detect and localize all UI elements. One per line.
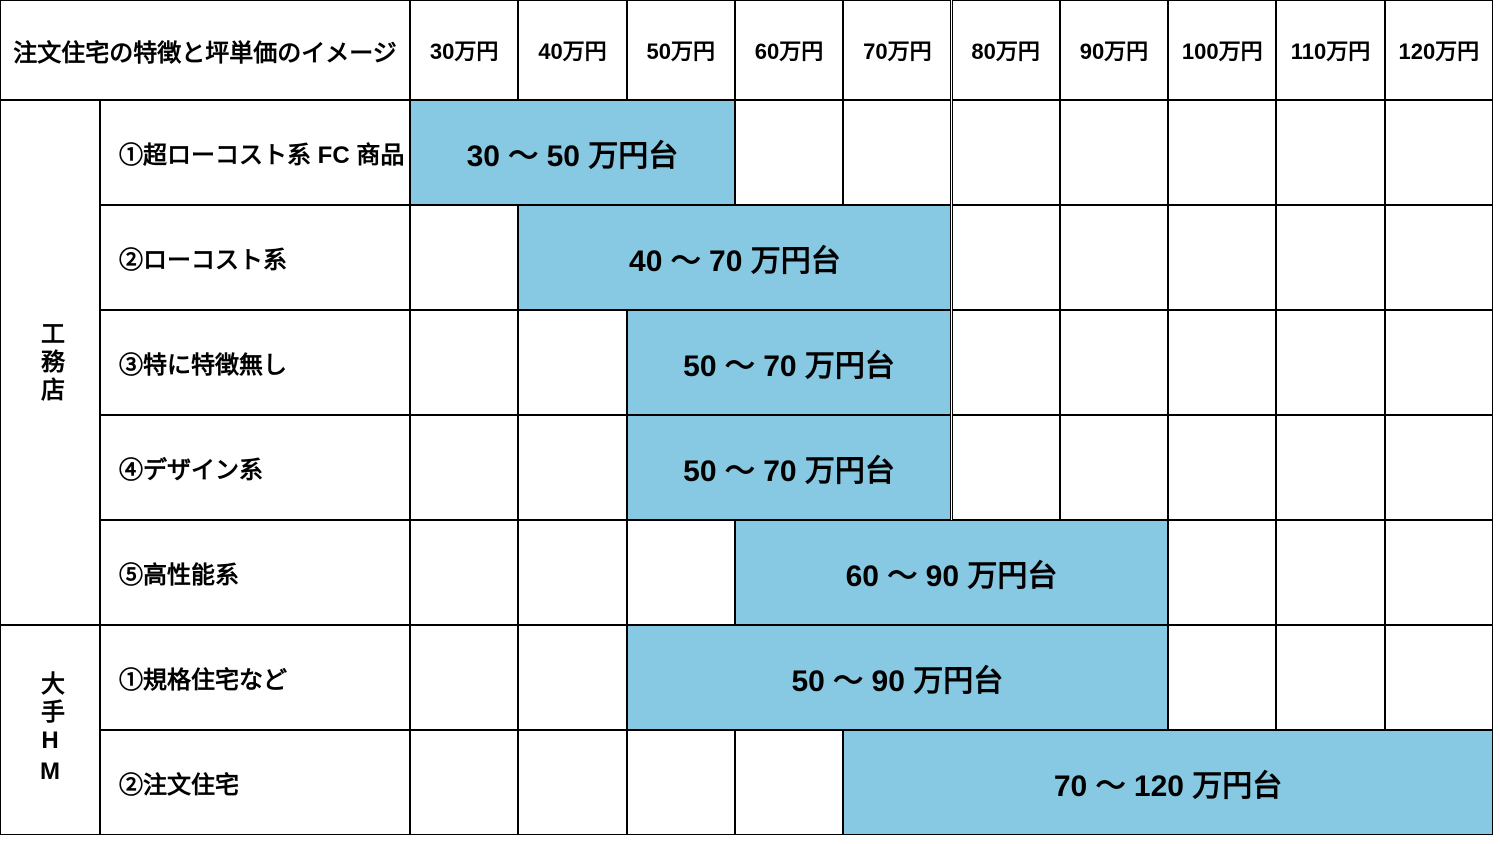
price-bar: 30 〜 50 万円台 bbox=[410, 100, 735, 205]
price-header: 60万円 bbox=[735, 0, 843, 100]
grid-cell bbox=[410, 310, 518, 415]
price-header: 50万円 bbox=[627, 0, 735, 100]
grid-cell bbox=[952, 310, 1060, 415]
price-header: 90万円 bbox=[1060, 0, 1168, 100]
price-bar: 50 〜 70 万円台 bbox=[627, 415, 952, 520]
grid-cell bbox=[1168, 100, 1276, 205]
grid-cell bbox=[1168, 625, 1276, 730]
row-label: ②ローコスト系 bbox=[100, 205, 410, 310]
grid-cell bbox=[1060, 100, 1168, 205]
price-header: 120万円 bbox=[1385, 0, 1493, 100]
grid-cell bbox=[843, 100, 951, 205]
grid-cell bbox=[1168, 415, 1276, 520]
grid-cell bbox=[410, 520, 518, 625]
group-label-oote-hm: 大手HM bbox=[0, 625, 100, 835]
grid-cell bbox=[735, 730, 843, 835]
row-label: ③特に特徴無し bbox=[100, 310, 410, 415]
grid-cell bbox=[952, 100, 1060, 205]
price-header: 70万円 bbox=[843, 0, 951, 100]
grid-cell bbox=[518, 625, 626, 730]
grid-cell bbox=[1276, 625, 1384, 730]
grid-cell bbox=[518, 310, 626, 415]
grid-cell bbox=[1385, 310, 1493, 415]
row-label: ④デザイン系 bbox=[100, 415, 410, 520]
grid-cell bbox=[1385, 415, 1493, 520]
grid-cell bbox=[1276, 415, 1384, 520]
grid-cell bbox=[952, 205, 1060, 310]
grid-cell bbox=[518, 415, 626, 520]
grid-cell bbox=[410, 730, 518, 835]
grid-cell bbox=[1385, 205, 1493, 310]
grid-cell bbox=[1060, 310, 1168, 415]
grid-cell bbox=[735, 100, 843, 205]
price-header: 40万円 bbox=[518, 0, 626, 100]
row-label: ①超ローコスト系 FC 商品 bbox=[100, 100, 410, 205]
grid-cell bbox=[1168, 205, 1276, 310]
grid-cell bbox=[952, 415, 1060, 520]
group-label-komuten: 工務店 bbox=[0, 100, 100, 625]
grid-cell bbox=[410, 625, 518, 730]
price-bar: 40 〜 70 万円台 bbox=[518, 205, 951, 310]
price-bar: 50 〜 70 万円台 bbox=[627, 310, 952, 415]
grid-cell bbox=[410, 415, 518, 520]
grid-cell bbox=[1385, 625, 1493, 730]
grid-cell bbox=[627, 520, 735, 625]
grid-cell bbox=[518, 520, 626, 625]
grid-cell bbox=[410, 205, 518, 310]
grid-cell bbox=[518, 730, 626, 835]
grid-cell bbox=[1385, 520, 1493, 625]
grid-cell bbox=[1276, 520, 1384, 625]
grid-cell bbox=[1276, 310, 1384, 415]
grid-cell bbox=[1276, 100, 1384, 205]
grid-cell bbox=[1276, 205, 1384, 310]
grid-cell bbox=[627, 730, 735, 835]
chart-title: 注文住宅の特徴と坪単価のイメージ bbox=[0, 0, 410, 100]
grid-cell bbox=[1060, 205, 1168, 310]
price-bar: 70 〜 120 万円台 bbox=[843, 730, 1493, 835]
row-label: ⑤高性能系 bbox=[100, 520, 410, 625]
row-label: ①規格住宅など bbox=[100, 625, 410, 730]
price-header: 80万円 bbox=[952, 0, 1060, 100]
price-header: 100万円 bbox=[1168, 0, 1276, 100]
row-label: ②注文住宅 bbox=[100, 730, 410, 835]
grid-cell bbox=[1168, 520, 1276, 625]
price-header: 110万円 bbox=[1276, 0, 1384, 100]
grid-cell bbox=[1385, 100, 1493, 205]
grid-cell bbox=[1168, 310, 1276, 415]
price-range-chart: 注文住宅の特徴と坪単価のイメージ30万円40万円50万円60万円70万円80万円… bbox=[0, 0, 1500, 844]
price-bar: 60 〜 90 万円台 bbox=[735, 520, 1168, 625]
price-bar: 50 〜 90 万円台 bbox=[627, 625, 1169, 730]
grid-cell bbox=[1060, 415, 1168, 520]
price-header: 30万円 bbox=[410, 0, 518, 100]
